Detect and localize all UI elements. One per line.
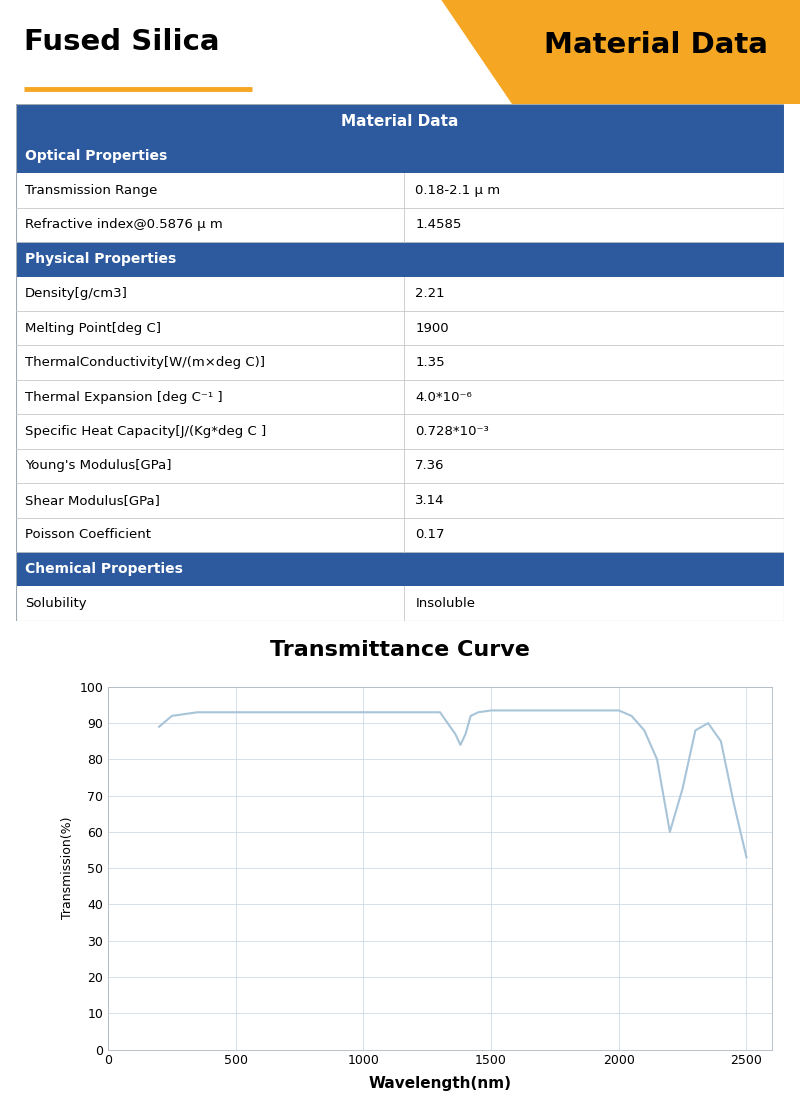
Bar — [16, 174, 784, 208]
Bar — [16, 345, 784, 380]
Text: 1.35: 1.35 — [415, 356, 445, 369]
Text: 1.4585: 1.4585 — [415, 219, 462, 232]
Bar — [16, 587, 784, 621]
Bar — [16, 518, 784, 552]
Bar — [16, 138, 784, 174]
Bar — [16, 208, 784, 242]
Bar — [16, 277, 784, 311]
Text: Fused Silica: Fused Silica — [24, 27, 219, 56]
Text: Shear Modulus[GPa]: Shear Modulus[GPa] — [26, 493, 160, 507]
Bar — [16, 380, 784, 414]
Text: 2.21: 2.21 — [415, 287, 445, 300]
Bar — [16, 104, 784, 138]
X-axis label: Wavelength(nm): Wavelength(nm) — [369, 1076, 511, 1090]
Text: 0.728*10⁻³: 0.728*10⁻³ — [415, 425, 489, 439]
Text: Material Data: Material Data — [544, 31, 768, 58]
Text: 1900: 1900 — [415, 322, 449, 335]
Text: 3.14: 3.14 — [415, 493, 445, 507]
Text: ThermalConductivity[W/(m×deg C)]: ThermalConductivity[W/(m×deg C)] — [26, 356, 266, 369]
Text: 4.0*10⁻⁶: 4.0*10⁻⁶ — [415, 390, 472, 403]
Text: Thermal Expansion [deg C⁻¹ ]: Thermal Expansion [deg C⁻¹ ] — [26, 390, 223, 403]
Text: Uncoated UV Fused Silica: Uncoated UV Fused Silica — [281, 698, 519, 715]
Text: Young's Modulus[GPa]: Young's Modulus[GPa] — [26, 459, 172, 473]
Text: Density[g/cm3]: Density[g/cm3] — [26, 287, 128, 300]
Text: Melting Point[deg C]: Melting Point[deg C] — [26, 322, 162, 335]
Text: 0.17: 0.17 — [415, 529, 445, 542]
Text: Insoluble: Insoluble — [415, 597, 475, 610]
Bar — [16, 552, 784, 587]
Text: Transmittance Curve: Transmittance Curve — [270, 640, 530, 660]
Bar — [16, 311, 784, 345]
Text: Specific Heat Capacity[J/(Kg*deg C ]: Specific Heat Capacity[J/(Kg*deg C ] — [26, 425, 266, 439]
Bar — [16, 242, 784, 277]
Text: 7.36: 7.36 — [415, 459, 445, 473]
Text: Poisson Coefficient: Poisson Coefficient — [26, 529, 151, 542]
Text: Transmission Range: Transmission Range — [26, 184, 158, 197]
Text: 0.18-2.1 μ m: 0.18-2.1 μ m — [415, 184, 501, 197]
Polygon shape — [440, 0, 800, 104]
Bar — [16, 484, 784, 518]
Text: Optical Properties: Optical Properties — [26, 149, 167, 163]
Bar — [16, 448, 784, 484]
Text: Physical Properties: Physical Properties — [26, 253, 177, 266]
Text: Chemical Properties: Chemical Properties — [26, 563, 183, 576]
Text: Material Data: Material Data — [342, 114, 458, 129]
Text: Solubility: Solubility — [26, 597, 87, 610]
Y-axis label: Transmission(%): Transmission(%) — [61, 817, 74, 920]
Text: Refractive index@0.5876 μ m: Refractive index@0.5876 μ m — [26, 219, 223, 232]
Bar — [16, 414, 784, 448]
